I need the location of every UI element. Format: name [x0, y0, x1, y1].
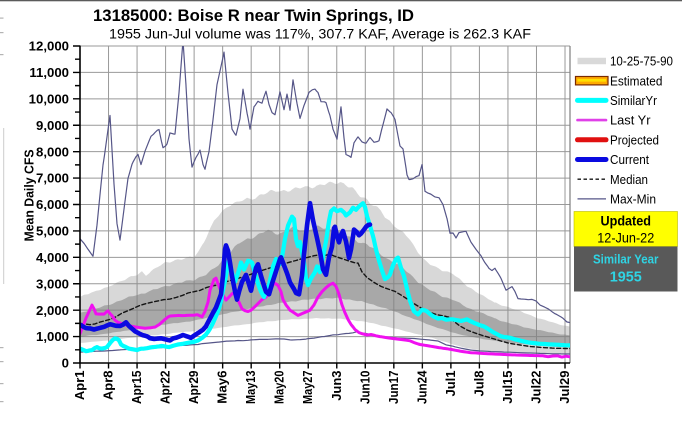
svg-text:1955 Jun-Jul volume was 117%,: 1955 Jun-Jul volume was 117%, 307.7 KAF,…: [109, 27, 531, 43]
svg-text:Apr8: Apr8: [101, 371, 116, 401]
svg-text:Apr1: Apr1: [72, 371, 87, 401]
svg-text:13185000: Boise R near Twin Sp: 13185000: Boise R near Twin Springs, ID: [93, 6, 414, 25]
svg-text:10-25-75-90: 10-25-75-90: [610, 54, 673, 69]
svg-text:Jul8: Jul8: [471, 371, 486, 397]
svg-text:Median: Median: [610, 172, 648, 187]
svg-text:Jul15: Jul15: [500, 371, 515, 404]
svg-text:4,000: 4,000: [36, 250, 69, 265]
svg-text:Jun17: Jun17: [386, 371, 401, 405]
svg-text:May27: May27: [300, 371, 315, 405]
svg-text:Jun3: Jun3: [329, 371, 344, 401]
svg-text:Updated: Updated: [601, 214, 652, 229]
svg-text:1955: 1955: [610, 269, 642, 286]
svg-text:Jul22: Jul22: [529, 371, 544, 404]
svg-text:Jul1: Jul1: [443, 371, 458, 397]
svg-text:Mean Daily CFS: Mean Daily CFS: [23, 150, 37, 242]
svg-text:Jul29: Jul29: [557, 371, 572, 404]
svg-text:Projected: Projected: [610, 132, 659, 147]
svg-text:May13: May13: [243, 371, 258, 405]
svg-text:Apr15: Apr15: [129, 371, 144, 405]
svg-text:Jun10: Jun10: [357, 371, 372, 405]
svg-text:5,000: 5,000: [36, 224, 69, 239]
svg-text:1,000: 1,000: [36, 329, 69, 344]
svg-text:7,000: 7,000: [36, 171, 69, 186]
svg-text:12-Jun-22: 12-Jun-22: [597, 231, 654, 246]
svg-text:0: 0: [62, 356, 69, 371]
svg-text:Estimated: Estimated: [610, 73, 662, 88]
svg-text:10,000: 10,000: [29, 91, 69, 106]
svg-text:Current: Current: [610, 152, 649, 167]
svg-text:Similar Year: Similar Year: [593, 252, 659, 267]
svg-text:12,000: 12,000: [29, 39, 69, 54]
svg-text:2,000: 2,000: [36, 303, 69, 318]
svg-text:Max-Min: Max-Min: [610, 192, 656, 207]
svg-text:8,000: 8,000: [36, 144, 69, 159]
svg-text:9,000: 9,000: [36, 118, 69, 133]
svg-text:Jun24: Jun24: [414, 370, 429, 404]
svg-text:Last Yr: Last Yr: [610, 113, 651, 128]
svg-text:May20: May20: [272, 371, 287, 405]
svg-text:3,000: 3,000: [36, 276, 69, 291]
svg-text:Apr29: Apr29: [186, 371, 201, 405]
svg-text:SimilarYr: SimilarYr: [610, 93, 658, 108]
svg-text:May6: May6: [215, 371, 230, 404]
svg-text:6,000: 6,000: [36, 197, 69, 212]
svg-text:Apr22: Apr22: [158, 371, 173, 405]
svg-text:11,000: 11,000: [29, 65, 69, 80]
